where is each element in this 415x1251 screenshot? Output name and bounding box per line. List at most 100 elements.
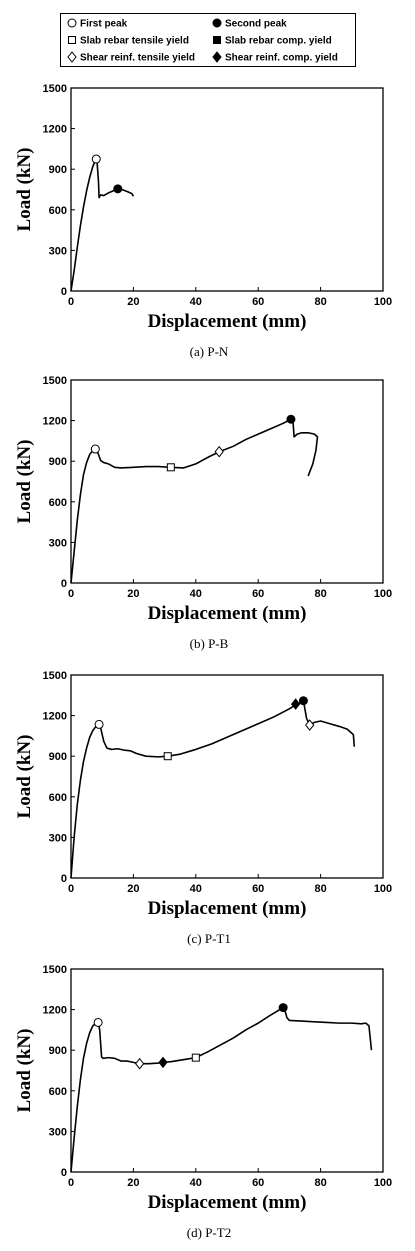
load-displacement-curve <box>70 418 319 584</box>
plot-frame <box>70 379 384 584</box>
legend-entry-label: Slab rebar tensile yield <box>80 36 189 47</box>
legend-marker-diamond-filled <box>212 51 222 63</box>
y-tick-label: 600 <box>49 792 67 804</box>
x-axis-label: Displacement (mm) <box>148 311 307 332</box>
legend-entry-label: Shear reinf. comp. yield <box>225 53 338 64</box>
x-tick-label: 40 <box>190 296 202 308</box>
marker-circle-open <box>90 444 100 454</box>
x-tick-label: 80 <box>314 1177 326 1189</box>
marker-square-open <box>191 1053 200 1062</box>
x-tick-label: 20 <box>127 296 139 308</box>
legend-marker-circle-open <box>67 18 77 28</box>
legend-entry-label: Second peak <box>225 19 287 30</box>
x-tick-label: 80 <box>314 883 326 895</box>
marker-square-open <box>166 463 175 472</box>
y-tick-label: 0 <box>61 286 67 298</box>
y-tick-label: 1200 <box>43 1005 67 1017</box>
legend-entry-label: First peak <box>80 19 128 30</box>
y-tick-label: 1500 <box>43 964 67 976</box>
legend: First peak Second peak Slab rebar tensile … <box>60 13 356 67</box>
load-displacement-curve <box>70 1006 373 1173</box>
chart-p-t1: 0 300 600 900 1200 1500 0 20 40 60 80 100 Displaceme… <box>14 670 392 946</box>
y-tick-label: 900 <box>49 164 67 176</box>
legend-marker-circle-filled <box>212 18 222 28</box>
marker-diamond-filled <box>290 698 301 710</box>
x-tick-label: 80 <box>314 296 326 308</box>
legend-marker-diamond-open <box>67 51 77 63</box>
y-tick-label: 600 <box>49 205 67 217</box>
y-tick-label: 600 <box>49 1086 67 1098</box>
x-axis-label: Displacement (mm) <box>148 898 307 919</box>
marker-diamond-open <box>214 445 224 458</box>
x-tick-label: 0 <box>68 883 74 895</box>
x-axis-label: Displacement (mm) <box>148 1192 307 1213</box>
y-axis-label: Load (kN) <box>14 1029 35 1113</box>
x-tick-label: 100 <box>374 1177 392 1189</box>
x-tick-label: 0 <box>68 1177 74 1189</box>
x-tick-label: 100 <box>374 296 392 308</box>
marker-circle-filled <box>113 184 123 194</box>
x-tick-label: 20 <box>127 588 139 600</box>
legend-marker-square-filled <box>213 36 221 44</box>
chart-caption: (c) P-T1 <box>187 931 231 946</box>
plot-frame <box>70 674 384 879</box>
y-tick-label: 1500 <box>43 83 67 95</box>
x-tick-label: 100 <box>374 883 392 895</box>
marker-circle-open <box>93 1017 103 1027</box>
y-axis-label: Load (kN) <box>14 440 35 524</box>
y-axis-label: Load (kN) <box>14 148 35 232</box>
marker-square-open <box>163 752 172 761</box>
marker-diamond-open <box>305 719 315 731</box>
marker-diamond-open <box>134 1057 145 1070</box>
load-displacement-curve <box>70 699 356 879</box>
y-tick-label: 0 <box>61 578 67 590</box>
chart-p-n: 0 300 600 900 1200 1500 0 20 40 60 80 100 Displaceme… <box>14 83 392 359</box>
marker-circle-filled <box>298 696 308 706</box>
y-tick-label: 1500 <box>43 670 67 682</box>
y-axis-label: Load (kN) <box>14 735 35 819</box>
y-tick-label: 1200 <box>43 416 67 428</box>
y-tick-label: 1200 <box>43 711 67 723</box>
plot-frame <box>70 87 384 292</box>
x-tick-label: 40 <box>190 1177 202 1189</box>
legend-entry-label: Slab rebar comp. yield <box>225 36 332 47</box>
y-tick-label: 900 <box>49 1045 67 1057</box>
x-tick-label: 60 <box>252 588 264 600</box>
marker-circle-filled <box>278 1003 288 1013</box>
x-tick-label: 20 <box>127 883 139 895</box>
x-tick-label: 40 <box>190 588 202 600</box>
x-tick-label: 0 <box>68 588 74 600</box>
marker-diamond-filled <box>158 1056 168 1069</box>
chart-caption: (d) P-T2 <box>187 1225 231 1240</box>
x-tick-label: 60 <box>252 1177 264 1189</box>
legend-marker-square-open <box>68 36 76 44</box>
x-tick-label: 100 <box>374 588 392 600</box>
legend-canvas: First peak Second peak Slab rebar tensile … <box>67 18 338 64</box>
load-displacement-curve <box>70 158 135 292</box>
legend-entry-label: Shear reinf. tensile yield <box>80 53 195 64</box>
chart-p-b: 0 300 600 900 1200 1500 0 20 40 60 80 100 Displaceme… <box>14 375 392 651</box>
y-tick-label: 900 <box>49 456 67 468</box>
chart-p-t2: 0 300 600 900 1200 1500 0 20 40 60 80 100 Displaceme… <box>14 964 392 1240</box>
x-tick-label: 60 <box>252 296 264 308</box>
y-tick-label: 300 <box>49 1126 67 1138</box>
chart-caption: (a) P-N <box>190 344 229 359</box>
y-tick-label: 900 <box>49 751 67 763</box>
y-tick-label: 300 <box>49 832 67 844</box>
x-tick-label: 80 <box>314 588 326 600</box>
marker-circle-open <box>94 719 104 729</box>
x-axis-label: Displacement (mm) <box>148 603 307 624</box>
x-tick-label: 40 <box>190 883 202 895</box>
x-tick-label: 60 <box>252 883 264 895</box>
y-tick-label: 600 <box>49 497 67 509</box>
y-tick-label: 300 <box>49 245 67 257</box>
x-tick-label: 20 <box>127 1177 139 1189</box>
marker-circle-filled <box>286 414 296 424</box>
y-tick-label: 1200 <box>43 124 67 136</box>
y-tick-label: 0 <box>61 1167 67 1179</box>
plot-frame <box>70 968 384 1173</box>
chart-caption: (b) P-B <box>190 636 229 651</box>
y-tick-label: 300 <box>49 537 67 549</box>
y-tick-label: 0 <box>61 873 67 885</box>
marker-circle-open <box>91 154 101 164</box>
